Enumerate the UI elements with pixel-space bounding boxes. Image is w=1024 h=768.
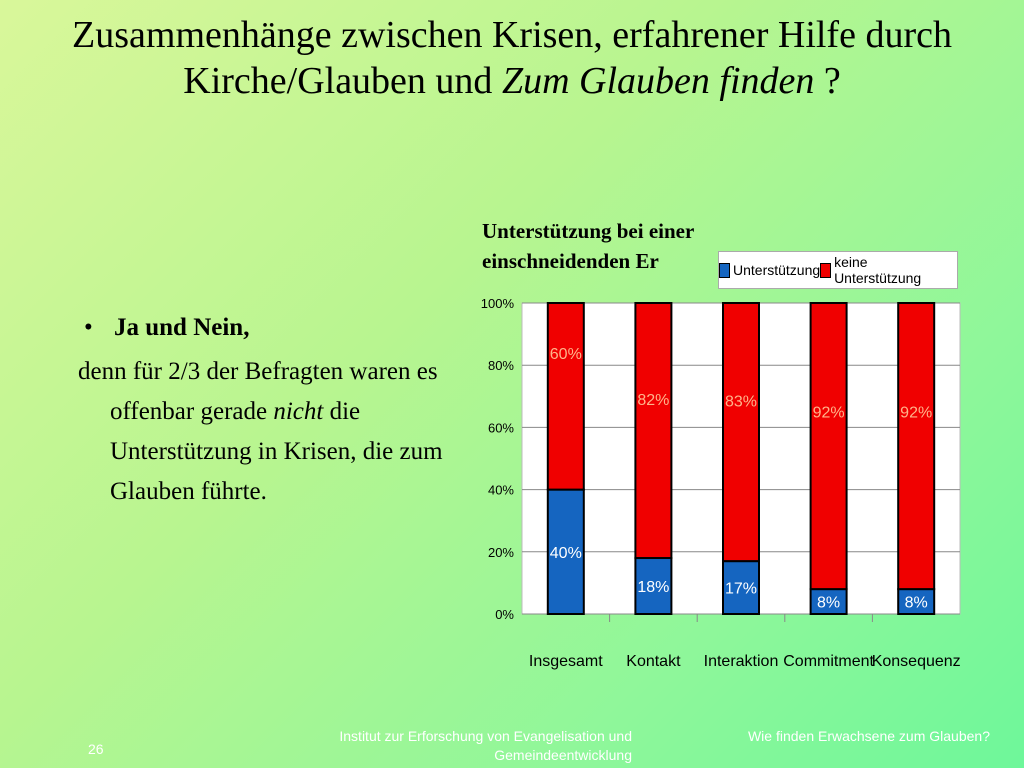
stacked-bar-chart: 0% 20% 40% 60% 80% 100% 40% 60% Insgesamt 18% 82% K… <box>481 296 961 670</box>
title-italic-text: Zum Glauben finden <box>501 60 815 102</box>
title-end: ? <box>814 60 841 102</box>
y-tick-label: 80% <box>488 358 514 373</box>
chart-title: Unterstützung bei einer einschneidenden … <box>482 219 694 273</box>
legend-swatch-support <box>719 262 730 278</box>
bar-value-label: 8% <box>905 595 928 612</box>
x-category-label: Insgesamt <box>529 653 603 670</box>
bar-support <box>722 560 760 616</box>
bar-no-support <box>722 302 760 563</box>
y-tick-label: 0% <box>495 607 514 622</box>
x-category-label: Commitment <box>783 653 874 670</box>
y-tick-label: 100% <box>481 296 515 311</box>
bar-value-label: 60% <box>550 346 582 363</box>
bar-value-label: 82% <box>637 392 669 409</box>
x-category-label: Interaktion <box>704 653 779 670</box>
bar-support <box>634 557 673 615</box>
bar-no-support <box>809 302 848 591</box>
legend-item-no-support: keine Unterstützung <box>820 254 957 286</box>
bar-support <box>546 488 585 616</box>
bullet-dot: • <box>84 314 93 341</box>
y-tick-label: 20% <box>488 545 514 560</box>
body-text-italic: nicht <box>273 398 324 425</box>
y-tick-label: 60% <box>488 420 514 435</box>
y-tick-label: 40% <box>488 483 514 498</box>
bar-no-support <box>634 302 673 560</box>
legend-label-no-support: keine Unterstützung <box>834 254 922 286</box>
x-category-label: Kontakt <box>626 653 681 670</box>
bullet-heading: Ja und Nein, <box>114 314 250 341</box>
body-text-before: denn für 2/3 der Befragten waren es offe… <box>78 358 438 425</box>
x-category-label: Konsequenz <box>872 653 961 670</box>
title-text: Zusammenhänge zwischen Krisen, erfahrene… <box>72 14 952 102</box>
bar-value-label: 92% <box>900 404 932 421</box>
legend-label-support: Unterstützung <box>733 262 821 278</box>
chart-legend: Unterstützung keine Unterstützung <box>718 251 958 289</box>
bar-value-label: 83% <box>725 393 757 410</box>
bullet-item: • Ja und Nein, <box>78 308 468 348</box>
slide-title: Zusammenhänge zwischen Krisen, erfahrene… <box>40 12 984 104</box>
bar-value-label: 40% <box>550 545 582 562</box>
footer-institute: Institut zur Erforschung von Evangelisat… <box>339 728 632 763</box>
bar-value-label: 8% <box>817 595 840 612</box>
bar-no-support <box>897 302 936 591</box>
body-text-after: die Unterstützung in Krisen, die zum Gla… <box>110 398 443 505</box>
bullet-body: denn für 2/3 der Befragten waren es offe… <box>78 352 468 512</box>
bar-value-label: 18% <box>637 579 669 596</box>
page-number: 26 <box>88 741 104 757</box>
bar-value-label: 92% <box>813 404 845 421</box>
legend-swatch-no-support <box>820 262 832 278</box>
bar-value-label: 17% <box>725 581 757 598</box>
bullet-block: • Ja und Nein, denn für 2/3 der Befragte… <box>78 308 468 512</box>
legend-item-support: Unterstützung <box>719 262 820 278</box>
bar-no-support <box>546 302 585 491</box>
footer-presentation-title: Wie finden Erwachsene zum Glauben? <box>747 728 990 744</box>
